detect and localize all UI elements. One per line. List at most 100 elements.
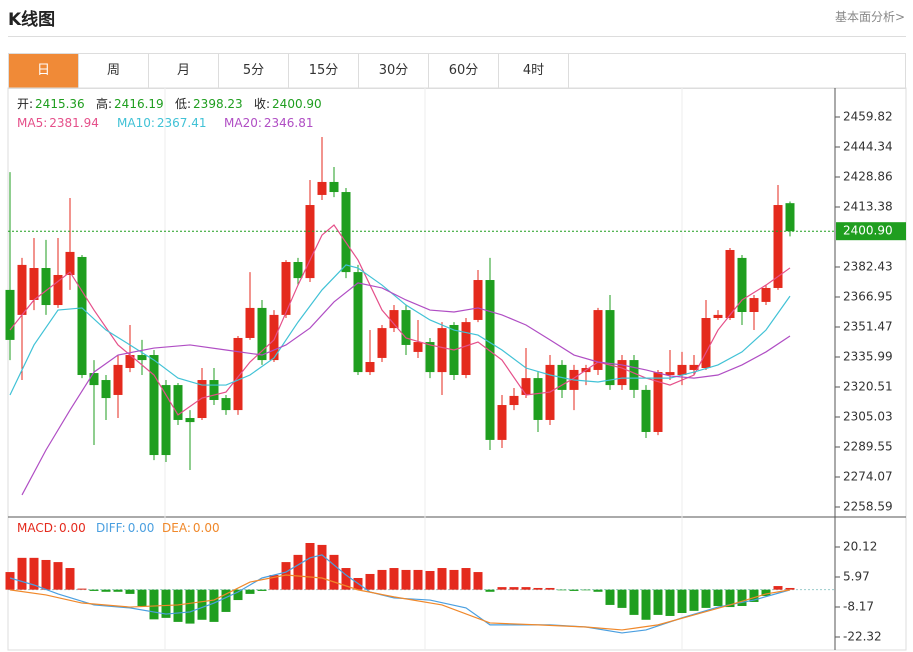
period-tab[interactable]: 60分 xyxy=(429,54,499,88)
macd-bar xyxy=(125,589,135,594)
candle-body xyxy=(425,342,435,373)
readout-value: 0.00 xyxy=(59,521,86,535)
candle-body xyxy=(125,355,135,369)
readout-value: 2346.81 xyxy=(264,116,314,130)
period-tab[interactable]: 周 xyxy=(79,54,149,88)
macd-bar xyxy=(677,589,687,613)
period-tab[interactable]: 4时 xyxy=(499,54,569,88)
candle-body xyxy=(269,314,279,361)
macd-bar xyxy=(101,589,111,592)
candle-body xyxy=(245,307,255,338)
readout-name: MA20: xyxy=(224,116,262,130)
macd-bar xyxy=(281,562,291,590)
candle-body xyxy=(161,385,171,456)
macd-bar xyxy=(689,589,699,611)
readout-name: MACD: xyxy=(17,521,57,535)
macd-bar xyxy=(365,573,375,590)
candle-body xyxy=(329,181,339,193)
macd-bar xyxy=(737,589,747,606)
macd-bar xyxy=(305,543,315,590)
period-tab[interactable]: 月 xyxy=(149,54,219,88)
analysis-link[interactable]: 基本面分析> xyxy=(834,10,905,24)
y-tick-label: 2320.51 xyxy=(843,379,893,393)
candle-body xyxy=(365,362,375,373)
macd-bar xyxy=(41,559,51,590)
candle-body xyxy=(677,364,687,375)
macd-bar xyxy=(545,587,555,590)
macd-bar xyxy=(617,589,627,608)
macd-bar xyxy=(269,575,279,590)
macd-bar xyxy=(53,562,63,590)
macd-bar xyxy=(593,589,603,592)
candle-body xyxy=(629,360,639,390)
candle-body xyxy=(437,328,447,373)
period-tab[interactable]: 5分 xyxy=(219,54,289,88)
readout-name: DIFF: xyxy=(96,521,126,535)
macd-bar xyxy=(17,557,27,590)
candle-body xyxy=(533,378,543,420)
y-tick-label: 2459.82 xyxy=(843,109,893,123)
indicator-line xyxy=(9,554,791,634)
candle-body xyxy=(785,203,795,232)
readout-value: 2400.90 xyxy=(272,97,322,111)
readout: 低: 2398.23 xyxy=(175,97,243,111)
macd-bar xyxy=(161,589,171,618)
y-tick-label: 2351.47 xyxy=(843,319,893,333)
candle-body xyxy=(257,307,267,361)
last-price-tag xyxy=(836,222,906,241)
macd-bar xyxy=(413,569,423,590)
macd-bar xyxy=(533,587,543,590)
macd-bar xyxy=(65,568,75,590)
candle-body xyxy=(41,268,51,306)
macd-bar xyxy=(773,586,783,590)
readout-value: 0.00 xyxy=(193,521,220,535)
candle-body xyxy=(53,274,63,306)
y-tick-label: 2289.55 xyxy=(843,439,893,453)
chart-frame xyxy=(7,87,907,651)
macd-bar xyxy=(221,589,231,612)
candle-body xyxy=(593,310,603,370)
y-tick-label: 5.97 xyxy=(843,570,870,584)
candle-body xyxy=(665,372,675,375)
readout-value: 0.00 xyxy=(128,521,155,535)
macd-bar xyxy=(653,589,663,615)
candle-body xyxy=(401,310,411,345)
period-tab[interactable]: 15分 xyxy=(289,54,359,88)
macd-bar xyxy=(89,589,99,591)
candle-body xyxy=(605,310,615,386)
candle-body xyxy=(29,268,39,300)
indicator-line xyxy=(21,282,791,496)
candle-body xyxy=(485,280,495,440)
y-tick-label: 2444.34 xyxy=(843,139,893,153)
candle-body xyxy=(185,418,195,423)
candle-body xyxy=(17,264,27,315)
macd-bar xyxy=(233,589,243,601)
candle-body xyxy=(197,380,207,419)
indicator-line xyxy=(9,574,791,631)
macd-bar xyxy=(557,589,567,591)
period-tab[interactable]: 日 xyxy=(9,54,79,88)
candle-body xyxy=(641,389,651,432)
period-tab[interactable]: 30分 xyxy=(359,54,429,88)
y-tick-label: 2366.95 xyxy=(843,289,893,303)
candle-body xyxy=(521,378,531,395)
readout-name: 高: xyxy=(96,96,112,111)
macd-bar xyxy=(5,572,15,590)
y-tick-label: 2335.99 xyxy=(843,349,893,363)
macd-bar xyxy=(437,568,447,590)
readout-name: 开: xyxy=(17,97,33,111)
header-rule xyxy=(8,36,906,37)
macd-bar xyxy=(377,569,387,590)
candle-body xyxy=(221,398,231,411)
y-tick-label: 2305.03 xyxy=(843,409,893,423)
macd-bar xyxy=(629,589,639,615)
macd-bar xyxy=(497,587,507,590)
macd-bar xyxy=(329,554,339,590)
y-tick-label: 20.12 xyxy=(843,539,877,553)
macd-bar xyxy=(749,589,759,602)
macd-bar xyxy=(149,589,159,620)
readout: MA5: 2381.94 xyxy=(17,116,99,130)
readout-value: 2381.94 xyxy=(49,116,99,130)
readout-name: MA5: xyxy=(17,116,47,130)
